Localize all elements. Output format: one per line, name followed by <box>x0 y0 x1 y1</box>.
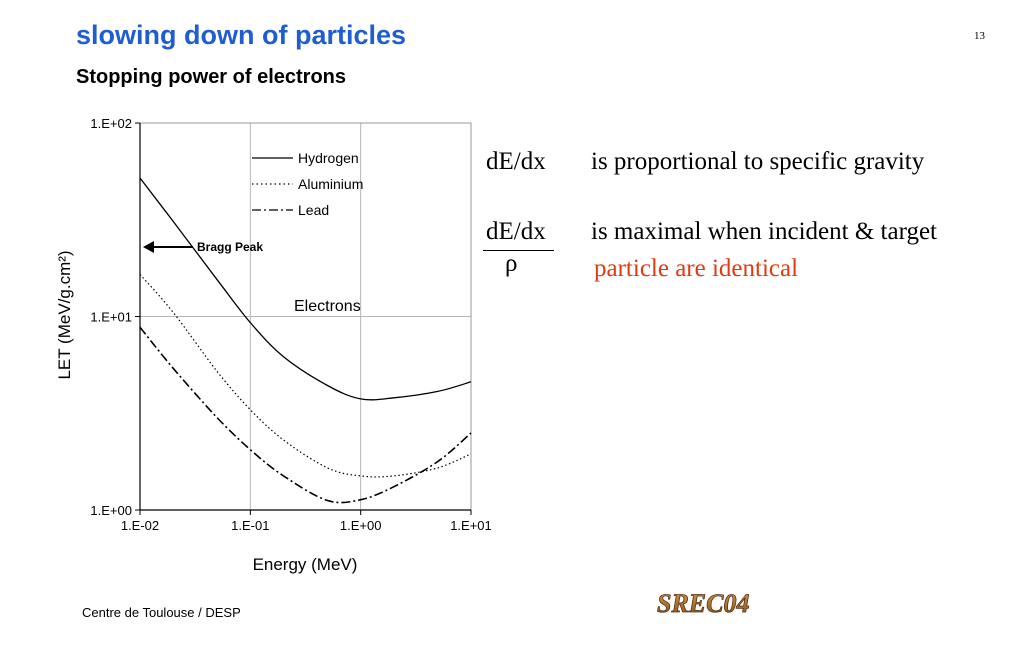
series-line-aluminium <box>139 274 472 478</box>
chart-grid <box>140 123 471 510</box>
slide-subtitle: Stopping power of electrons <box>76 66 347 88</box>
maximal-statement: is maximal when incident & target <box>591 218 937 245</box>
srec04-logo: SREC04 <box>657 589 750 619</box>
y-tick-label: 1.E+00 <box>90 503 132 518</box>
arrow-head-icon <box>143 241 154 253</box>
dedx-label-1: dE/dx <box>486 148 546 175</box>
series-line-hydrogen <box>139 177 472 401</box>
bragg-peak-annotation: Bragg Peak <box>143 240 263 254</box>
dedx-numerator: dE/dx <box>486 218 546 245</box>
slide-title: slowing down of particles <box>76 20 407 50</box>
y-tick-label: 1.E+02 <box>90 116 132 131</box>
identical-statement: particle are identical <box>594 255 799 282</box>
x-tick-label: 1.E-02 <box>121 518 159 533</box>
footer-text: Centre de Toulouse / DESP <box>82 605 241 620</box>
fraction-bar <box>483 250 554 251</box>
proportional-statement: is proportional to specific gravity <box>591 148 925 175</box>
bragg-peak-label: Bragg Peak <box>197 240 263 254</box>
x-tick-label: 1.E+01 <box>450 518 492 533</box>
electrons-label: Electrons <box>294 298 361 315</box>
x-tick-label: 1.E+00 <box>340 518 382 533</box>
chart-legend: Hydrogen Aluminium Lead <box>252 150 363 218</box>
logo-text: SREC04 <box>657 589 750 618</box>
x-tick-label: 1.E-01 <box>231 518 269 533</box>
slide-number: 13 <box>974 30 985 42</box>
series-line-lead <box>139 326 472 504</box>
rho-denominator: ρ <box>505 250 518 277</box>
y-tick-label: 1.E+01 <box>90 310 132 325</box>
chart-axes: 1.E-02 1.E-01 1.E+00 1.E+01 1.E+00 1.E+01 1.E+… <box>90 116 491 533</box>
chart-series <box>139 177 472 504</box>
y-axis-label: LET (MeV/g.cm²) <box>55 250 74 379</box>
legend-label-hydrogen: Hydrogen <box>298 150 359 166</box>
legend-label-aluminium: Aluminium <box>298 176 363 192</box>
legend-label-lead: Lead <box>298 202 329 218</box>
x-axis-label: Energy (MeV) <box>253 555 358 574</box>
